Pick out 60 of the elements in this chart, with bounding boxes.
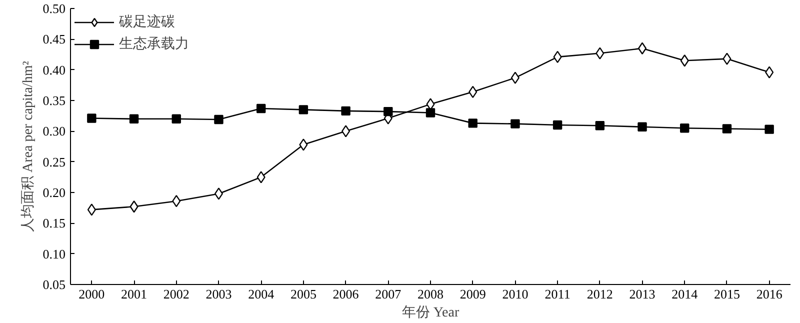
y-axis-title: 人均面积 Area per capita/hm² [20,61,36,232]
x-tick-label: 2012 [586,286,613,302]
x-tick-label: 2005 [290,286,316,302]
point [214,188,223,200]
point [87,114,96,123]
point [341,106,350,116]
point [510,72,520,84]
point [87,204,96,216]
y-tick-label: 0.15 [42,216,66,231]
point [384,106,393,116]
point [596,47,604,60]
x-tick-label: 2006 [332,286,360,302]
y-tick-label: 0.10 [42,246,66,262]
x-axis-title: 年份 Year [402,304,460,320]
x-tick-label: 2013 [629,286,656,302]
x-tick-label: 2016 [756,286,783,302]
y-tick-label: 0.50 [42,1,66,16]
point [299,138,308,151]
x-tick-label: 2004 [248,286,275,302]
point [256,104,266,114]
x-tick-label: 2010 [502,286,528,302]
y-tick-label: 0.45 [42,32,66,47]
point [552,120,562,130]
point [130,200,138,213]
x-tick-label: 2007 [375,286,402,302]
point [638,42,647,54]
x-tick-label: 2000 [78,286,105,302]
point [638,122,647,132]
x-tick-label: 2011 [544,286,570,302]
x-tick-label: 2014 [672,286,698,302]
y-tick-label: 0.30 [42,124,66,139]
y-tick-label: 0.40 [42,62,66,78]
y-tick-label: 0.35 [42,93,66,108]
point [680,124,690,133]
point [129,114,139,124]
point [722,52,732,65]
point [214,114,224,124]
x-tick-label: 2009 [460,286,486,302]
legend-label: 碳足迹碳 [119,13,175,31]
point [468,118,478,128]
y-tick-label: 0.05 [42,277,66,292]
point [765,66,774,78]
x-tick-label: 2015 [714,286,740,302]
point [680,54,689,67]
legend-label: 生态承载力 [119,35,189,53]
point [595,121,605,130]
point [172,114,181,124]
point [764,124,774,134]
x-tick-label: 2001 [121,286,148,302]
y-tick-label: 0.20 [42,185,66,200]
x-tick-label: 2002 [163,286,190,302]
point [342,125,350,138]
y-tick-label: 0.25 [42,154,66,170]
point [722,124,732,134]
x-tick-label: 2008 [418,286,444,302]
x-tick-label: 2003 [206,286,232,302]
point [256,171,266,184]
point [426,108,436,118]
point [510,119,520,128]
point [298,105,308,114]
